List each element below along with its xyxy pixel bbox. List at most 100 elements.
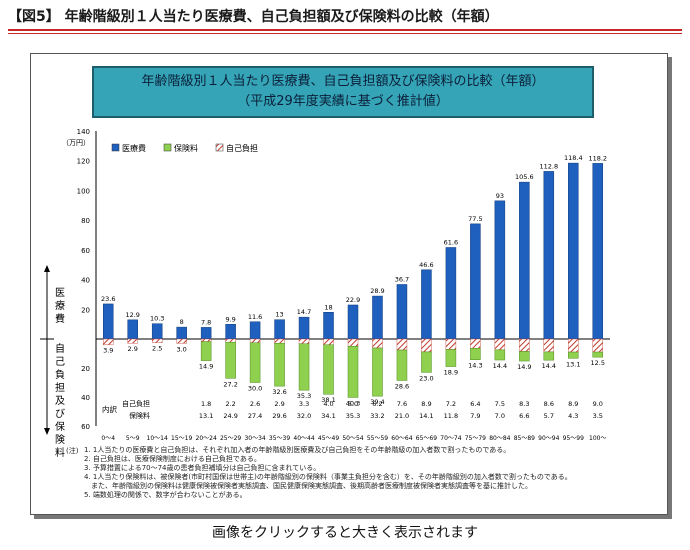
label-medical-10: 22.9: [346, 296, 360, 304]
bar-copay-11: [372, 338, 383, 349]
bar-medical-13: [421, 269, 432, 340]
label-medical-13: 46.6: [419, 261, 433, 269]
lower-axis-label-char-5: び: [55, 408, 65, 420]
x-tick-label-11: 55～59: [367, 435, 388, 442]
bar-copay-0: [103, 338, 114, 345]
table-cell-1-20: 3.5: [593, 412, 603, 420]
y-tick-label-lower-1: 40: [81, 394, 90, 402]
label-lower-9: 38.1: [321, 396, 335, 404]
bar-premium-13: [421, 351, 432, 373]
x-tick-label-20: 100～: [589, 435, 606, 442]
table-cell-0-17: 8.3: [519, 400, 529, 408]
note-line-5: 5. 端数処理の関係で、数字が合わないことがある。: [84, 491, 247, 499]
label-medical-16: 93: [496, 192, 504, 200]
table-cell-1-7: 29.6: [272, 412, 286, 420]
bar-copay-1: [127, 338, 138, 344]
label-lower-1: 2.9: [128, 345, 138, 353]
table-header: 内訳: [102, 404, 117, 414]
table-cell-0-18: 8.6: [544, 400, 554, 408]
upper-axis-label-char-2: 費: [55, 312, 65, 325]
bar-medical-11: [372, 295, 383, 340]
lower-axis-label-char-0: 自: [55, 342, 65, 355]
x-tick-label-19: 95～99: [563, 435, 584, 442]
notes-prefix: (注): [66, 447, 79, 455]
bar-premium-11: [372, 347, 383, 397]
legend-label-2: 自己負担: [226, 143, 258, 153]
label-lower-19: 13.1: [566, 360, 580, 368]
bar-medical-14: [445, 247, 457, 340]
bar-premium-16: [494, 349, 506, 361]
x-tick-label-8: 40～44: [293, 435, 314, 442]
y-tick-label-upper-3: 80: [81, 217, 90, 225]
label-lower-10: 40.3: [346, 399, 360, 407]
bar-premium-20: [592, 351, 604, 358]
chart-subtitle: （平成29年度実績に基づく推計値）: [237, 94, 449, 109]
table-cell-0-9: 4.0: [323, 400, 333, 408]
unit-label: （万円）: [62, 139, 90, 147]
x-tick-label-18: 90～94: [538, 435, 559, 442]
x-tick-label-1: 5～9: [126, 435, 140, 442]
note-line-1: 2. 自己負担は、医療保険制度における自己負担である。: [84, 455, 261, 463]
x-tick-label-3: 15～19: [171, 435, 192, 442]
x-tick-label-15: 75～79: [465, 435, 486, 442]
x-tick-label-17: 85～89: [514, 435, 535, 442]
enlarge-image-link[interactable]: 画像をクリックすると大きく表示されます: [212, 525, 478, 541]
lower-axis-label-char-1: 己: [55, 357, 65, 368]
bar-copay-12: [396, 338, 408, 351]
bar-premium-4: [200, 341, 212, 361]
lower-axis-label-char-2: 負: [55, 369, 65, 381]
axis-arrow-up: [44, 265, 50, 272]
label-lower-2: 2.5: [152, 345, 162, 353]
heading-rule: [8, 29, 682, 31]
table-cell-0-13: 8.9: [421, 400, 431, 408]
bar-copay-13: [421, 338, 432, 353]
bar-medical-20: [592, 163, 604, 340]
table-cell-0-4: 1.8: [201, 400, 211, 408]
bar-medical-9: [323, 312, 334, 340]
bar-copay-10: [347, 338, 359, 347]
table-cell-0-7: 2.9: [274, 400, 284, 408]
lower-axis-label-char-3: 担: [55, 382, 65, 394]
label-lower-18: 14.4: [542, 362, 556, 370]
lower-axis-label-char-7: 険: [55, 434, 65, 446]
x-tick-label-7: 35～39: [269, 435, 290, 442]
label-lower-6: 30.0: [248, 385, 262, 393]
bar-copay-16: [494, 338, 506, 351]
x-tick-label-12: 60～64: [391, 435, 412, 442]
table-cell-1-19: 4.3: [568, 412, 578, 420]
bar-medical-5: [225, 324, 236, 340]
bar-premium-14: [445, 349, 457, 367]
label-medical-11: 28.9: [370, 287, 384, 295]
lower-axis-label-char-4: 及: [55, 395, 65, 407]
bar-premium-10: [347, 346, 359, 398]
chart-image-link[interactable]: [30, 53, 668, 515]
x-tick-label-14: 70～74: [440, 435, 461, 442]
label-medical-0: 23.6: [101, 295, 115, 303]
label-medical-19: 118.4: [564, 154, 583, 162]
label-lower-0: 3.9: [103, 347, 113, 355]
table-cell-1-15: 7.9: [470, 412, 480, 420]
label-lower-8: 35.3: [297, 392, 311, 400]
legend-label-0: 医療費: [122, 143, 146, 153]
table-cell-1-8: 32.0: [297, 412, 311, 420]
bar-premium-12: [396, 349, 408, 381]
label-lower-16: 14.4: [493, 362, 507, 370]
label-lower-7: 32.6: [272, 388, 286, 396]
label-medical-6: 11.6: [248, 313, 262, 321]
bar-medical-18: [543, 171, 555, 340]
label-medical-1: 12.9: [125, 311, 139, 319]
label-medical-20: 118.2: [588, 154, 607, 162]
x-tick-label-0: 0～4: [101, 435, 115, 442]
bar-premium-5: [225, 341, 236, 379]
y-tick-label-upper-5: 40: [81, 277, 90, 285]
heading-rule-thin: [8, 33, 682, 34]
label-medical-12: 36.7: [395, 275, 409, 283]
table-cell-1-5: 24.9: [223, 412, 237, 420]
table-cell-0-11: 6.2: [372, 400, 382, 408]
note-line-3: 4. 1人当たり保険料は、被保険者(市町村国保は世帯主)の年齢階級別の保険料（事…: [84, 473, 572, 481]
table-cell-1-18: 5.7: [544, 412, 554, 420]
label-medical-5: 9.9: [225, 315, 235, 323]
bar-medical-15: [470, 223, 481, 340]
legend-swatch-0: [111, 143, 120, 152]
note-line-2: 3. 予算措置による70～74歳の患者負担補填分は自己負担に含まれている。: [84, 464, 321, 472]
